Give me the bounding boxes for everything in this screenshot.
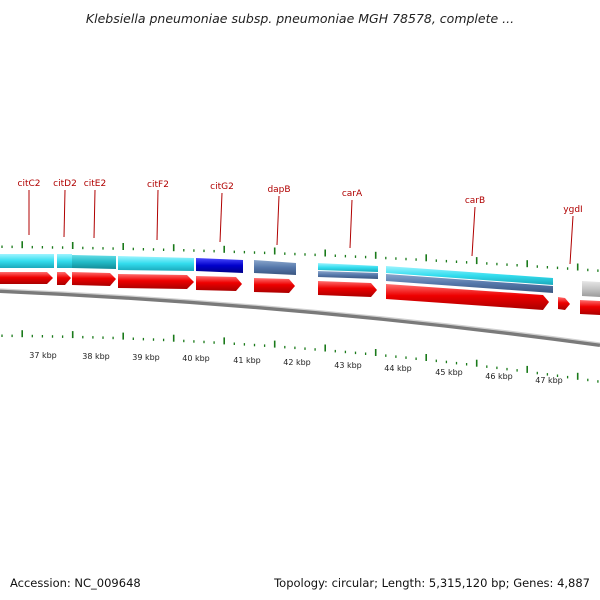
tick-label-47kbp: 47 kbp (535, 376, 563, 385)
feature-carB-band-bottom (386, 274, 553, 293)
feature-citC2-band (0, 254, 54, 268)
map-title: Klebsiella pneumoniae subsp. pneumoniae … (85, 11, 515, 26)
feature-grey-band (582, 281, 600, 297)
tick-label-44kbp: 44 kbp (384, 364, 412, 373)
upper-tick-row (1, 241, 599, 272)
tick-label-45kbp: 45 kbp (435, 368, 463, 377)
cds-arrow-ygdI (558, 297, 570, 310)
gene-label-citF2: citF2 (147, 180, 169, 190)
cds-arrow-dapB (254, 278, 295, 293)
tick-label-38kbp: 38 kbp (82, 352, 110, 361)
accession-label: Accession: NC_009648 (10, 576, 141, 590)
tick-label-41kbp: 41 kbp (233, 356, 261, 365)
gene-label-citD2: citD2 (53, 179, 77, 189)
tick-label-46kbp: 46 kbp (485, 372, 513, 381)
feature-carB-band-top (386, 266, 553, 285)
gene-label-ygdI: ygdI (563, 205, 582, 215)
cds-arrow-citD2 (57, 272, 71, 285)
leader-citE2 (93, 189, 96, 239)
lower-tick-row (1, 330, 599, 383)
feature-citG2-band (196, 258, 243, 273)
leader-citF2 (156, 189, 159, 241)
gene-label-dapB: dapB (267, 185, 290, 195)
gene-label-carB: carB (465, 196, 485, 206)
gene-label-citE2: citE2 (84, 179, 106, 189)
tick-label-40kbp: 40 kbp (182, 354, 210, 363)
feature-citD2-band (57, 254, 72, 268)
tick-label-43kbp: 43 kbp (334, 361, 362, 370)
cds-arrow-citF2 (118, 274, 194, 289)
feature-dapB-band (254, 260, 296, 275)
feature-citF2-band (118, 256, 194, 271)
feature-citE2-band (72, 255, 116, 269)
leader-citG2 (219, 192, 223, 243)
tick-label-37kbp: 37 kbp (29, 351, 57, 360)
cds-arrow-carA (318, 281, 377, 297)
cds-arrow-next (580, 300, 600, 315)
feature-carA-band-top (318, 263, 378, 272)
feature-carA-band-bottom (318, 271, 378, 279)
cds-arrow-citE2 (72, 272, 116, 286)
cds-arrow-citC2 (0, 272, 53, 284)
leader-carB (471, 206, 476, 257)
gene-label-carA: carA (342, 189, 363, 199)
leader-dapB (276, 195, 280, 246)
tick-label-39kbp: 39 kbp (132, 353, 160, 362)
cds-arrow-citG2 (196, 276, 242, 291)
topology-summary: Topology: circular; Length: 5,315,120 bp… (274, 576, 590, 590)
backbone-inner (0, 288, 600, 344)
gene-label-citC2: citC2 (18, 179, 41, 189)
backbone-outer (0, 289, 600, 347)
leader-carA (349, 199, 353, 249)
tick-label-42kbp: 42 kbp (283, 358, 311, 367)
leader-citD2 (63, 189, 66, 238)
gene-label-citG2: citG2 (210, 182, 234, 192)
cds-arrow-carB (386, 284, 549, 310)
leader-ygdI (569, 215, 574, 265)
